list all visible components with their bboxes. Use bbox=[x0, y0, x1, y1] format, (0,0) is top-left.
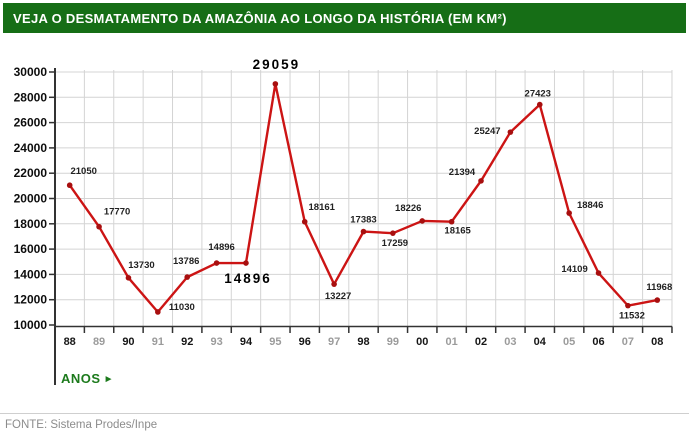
svg-text:13730: 13730 bbox=[128, 260, 154, 271]
svg-text:88: 88 bbox=[64, 336, 76, 348]
svg-text:89: 89 bbox=[93, 336, 105, 348]
svg-text:27423: 27423 bbox=[525, 89, 551, 100]
page-title: VEJA O DESMATAMENTO DA AMAZÔNIA AO LONGO… bbox=[13, 10, 507, 26]
svg-text:17383: 17383 bbox=[350, 215, 376, 226]
svg-text:04: 04 bbox=[534, 336, 547, 348]
svg-text:18165: 18165 bbox=[444, 226, 471, 237]
svg-text:21050: 21050 bbox=[70, 166, 96, 177]
svg-text:18226: 18226 bbox=[395, 203, 421, 214]
svg-text:17770: 17770 bbox=[104, 207, 130, 218]
svg-text:03: 03 bbox=[504, 336, 516, 348]
svg-text:30000: 30000 bbox=[14, 65, 48, 79]
svg-text:08: 08 bbox=[651, 336, 663, 348]
svg-text:94: 94 bbox=[240, 336, 253, 348]
svg-text:14000: 14000 bbox=[14, 267, 48, 281]
svg-text:14896: 14896 bbox=[224, 271, 272, 286]
deforestation-line-chart: 10000 12000 14000 16000 18000 20000 22000 24000… bbox=[14, 57, 673, 385]
svg-text:20000: 20000 bbox=[14, 192, 48, 206]
svg-text:18000: 18000 bbox=[14, 217, 48, 231]
svg-text:18161: 18161 bbox=[309, 202, 336, 213]
svg-text:11968: 11968 bbox=[646, 282, 672, 293]
svg-text:18846: 18846 bbox=[577, 200, 603, 211]
svg-text:13227: 13227 bbox=[325, 291, 351, 302]
svg-text:92: 92 bbox=[181, 336, 193, 348]
arrow-right-icon: ► bbox=[103, 374, 114, 385]
svg-text:00: 00 bbox=[416, 336, 428, 348]
svg-text:95: 95 bbox=[269, 336, 281, 348]
source-note: FONTE: Sistema Prodes/Inpe bbox=[5, 419, 158, 431]
svg-text:07: 07 bbox=[622, 336, 634, 348]
svg-text:01: 01 bbox=[446, 336, 458, 348]
svg-text:98: 98 bbox=[357, 336, 369, 348]
x-axis-label-text: ANOS bbox=[61, 371, 101, 386]
svg-text:24000: 24000 bbox=[14, 141, 48, 155]
svg-text:12000: 12000 bbox=[14, 293, 48, 307]
svg-text:97: 97 bbox=[328, 336, 340, 348]
svg-text:26000: 26000 bbox=[14, 116, 48, 130]
svg-text:21394: 21394 bbox=[449, 167, 476, 178]
svg-text:10000: 10000 bbox=[14, 318, 48, 332]
svg-text:11030: 11030 bbox=[169, 302, 195, 313]
svg-text:90: 90 bbox=[122, 336, 134, 348]
svg-text:25247: 25247 bbox=[474, 126, 500, 137]
svg-text:14109: 14109 bbox=[561, 264, 587, 275]
svg-text:05: 05 bbox=[563, 336, 575, 348]
svg-text:02: 02 bbox=[475, 336, 487, 348]
header-bar: VEJA O DESMATAMENTO DA AMAZÔNIA AO LONGO… bbox=[3, 3, 686, 33]
svg-text:13786: 13786 bbox=[173, 256, 199, 267]
footer-divider bbox=[0, 413, 689, 414]
svg-text:06: 06 bbox=[592, 336, 604, 348]
svg-text:93: 93 bbox=[210, 336, 222, 348]
x-axis-label: ANOS ► bbox=[61, 371, 114, 386]
svg-text:29059: 29059 bbox=[253, 57, 301, 72]
svg-text:99: 99 bbox=[387, 336, 399, 348]
svg-text:14896: 14896 bbox=[208, 242, 234, 253]
svg-text:11532: 11532 bbox=[619, 311, 645, 322]
svg-text:96: 96 bbox=[299, 336, 311, 348]
svg-text:22000: 22000 bbox=[14, 166, 48, 180]
svg-text:16000: 16000 bbox=[14, 242, 48, 256]
svg-text:28000: 28000 bbox=[14, 90, 48, 104]
svg-text:17259: 17259 bbox=[382, 238, 408, 249]
svg-text:91: 91 bbox=[152, 336, 164, 348]
